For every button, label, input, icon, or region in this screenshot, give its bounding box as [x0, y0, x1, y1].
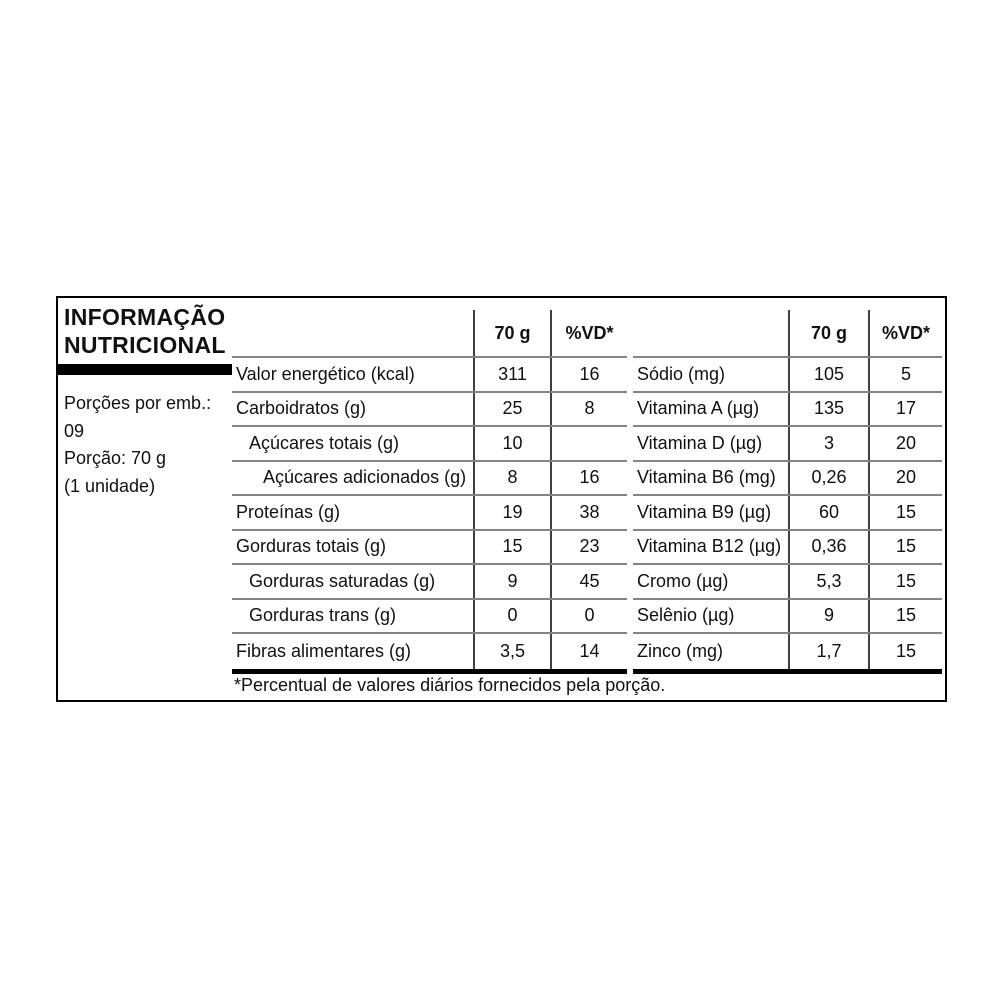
nutrient-amount: 0,26	[788, 461, 868, 494]
table-row: Vitamina B6 (mg) 0,26 20	[633, 461, 942, 496]
nutrient-amount: 311	[473, 358, 550, 391]
nutrient-label: Selênio (µg)	[637, 605, 735, 626]
nutrient-amount: 15	[473, 530, 550, 563]
table-row: Gorduras saturadas (g) 9 45	[232, 565, 627, 600]
nutrient-label: Vitamina B9 (µg)	[637, 501, 772, 522]
nutrient-label: Cromo (µg)	[637, 570, 729, 591]
nutrient-label: Vitamina D (µg)	[637, 432, 763, 453]
nutrient-amount: 135	[788, 392, 868, 425]
nutrient-amount: 1,7	[788, 634, 868, 669]
label-title-line2: NUTRICIONAL	[64, 332, 226, 358]
nutrient-label: Vitamina B12 (µg)	[637, 536, 782, 557]
nutrient-label: Zinco (mg)	[637, 640, 724, 661]
nutrient-dv: 15	[868, 496, 942, 529]
nutrient-label: Valor energético (kcal)	[236, 363, 415, 384]
label-title: INFORMAÇÃO NUTRICIONAL	[64, 303, 226, 359]
table-header: 70 g %VD*	[232, 310, 627, 358]
nutrient-label: Vitamina A (µg)	[637, 398, 760, 419]
table-row: Vitamina D (µg) 3 20	[633, 427, 942, 462]
nutrient-dv: 20	[868, 461, 942, 494]
nutrient-dv: 38	[550, 496, 627, 529]
header-dv: %VD*	[868, 310, 942, 356]
nutrient-label: Gorduras saturadas (g)	[249, 570, 436, 591]
nutrition-label: INFORMAÇÃO NUTRICIONAL Porções por emb.:…	[56, 296, 947, 702]
nutrient-label: Sódio (mg)	[637, 363, 726, 384]
nutrient-dv: 17	[868, 392, 942, 425]
table-row: Selênio (µg) 9 15	[633, 599, 942, 634]
daily-values-footnote: *Percentual de valores diários fornecido…	[234, 675, 666, 695]
nutrient-dv: 0	[550, 599, 627, 632]
table-row: Cromo (µg) 5,3 15	[633, 565, 942, 600]
servings-per-package-value: 09	[64, 420, 85, 441]
table-row: Fibras alimentares (g) 3,5 14	[232, 634, 627, 669]
nutrient-amount: 9	[788, 599, 868, 632]
nutrient-dv: 8	[550, 392, 627, 425]
nutrient-dv: 16	[550, 358, 627, 391]
nutrient-dv: 45	[550, 565, 627, 598]
nutrient-dv: 15	[868, 565, 942, 598]
table-row: Vitamina A (µg) 135 17	[633, 392, 942, 427]
header-spacer	[232, 310, 473, 356]
table-row: Vitamina B9 (µg) 60 15	[633, 496, 942, 531]
nutrients-table-right: 70 g %VD* Sódio (mg) 105 5 Vitamina A (µ…	[633, 310, 942, 674]
nutrient-label: Vitamina B6 (mg)	[637, 467, 776, 488]
table-row: Carboidratos (g) 25 8	[232, 392, 627, 427]
nutrient-amount: 60	[788, 496, 868, 529]
nutrient-dv: 16	[550, 461, 627, 494]
nutrient-label: Fibras alimentares (g)	[236, 640, 412, 661]
portion-unit: (1 unidade)	[64, 475, 156, 496]
table-row: Açúcares totais (g) 10	[232, 427, 627, 462]
table-row: Valor energético (kcal) 311 16	[232, 358, 627, 393]
nutrient-label: Carboidratos (g)	[236, 398, 367, 419]
nutrient-dv: 15	[868, 599, 942, 632]
nutrient-label: Proteínas (g)	[236, 501, 341, 522]
table-row: Sódio (mg) 105 5	[633, 358, 942, 393]
header-dv: %VD*	[550, 310, 627, 356]
nutrient-amount: 0	[473, 599, 550, 632]
header-amount: 70 g	[788, 310, 868, 356]
table-row: Proteínas (g) 19 38	[232, 496, 627, 531]
nutrient-amount: 9	[473, 565, 550, 598]
table-row: Vitamina B12 (µg) 0,36 15	[633, 530, 942, 565]
nutrient-dv: 23	[550, 530, 627, 563]
portion-size: Porção: 70 g	[64, 448, 167, 468]
nutrient-dv: 15	[868, 634, 942, 669]
label-title-line1: INFORMAÇÃO	[64, 304, 226, 330]
nutrient-amount: 5,3	[788, 565, 868, 598]
table-row: Açúcares adicionados (g) 8 16	[232, 461, 627, 496]
title-underline-bar	[58, 364, 232, 375]
nutrient-amount: 10	[473, 427, 550, 460]
servings-per-package-label: Porções por emb.:	[64, 393, 212, 413]
table-row: Zinco (mg) 1,7 15	[633, 634, 942, 669]
nutrient-dv: 20	[868, 427, 942, 460]
table-header: 70 g %VD*	[633, 310, 942, 358]
nutrient-dv: 5	[868, 358, 942, 391]
nutrient-amount: 105	[788, 358, 868, 391]
nutrient-amount: 0,36	[788, 530, 868, 563]
nutrient-label: Açúcares adicionados (g)	[263, 467, 467, 488]
table-row: Gorduras trans (g) 0 0	[232, 599, 627, 634]
nutrient-label: Açúcares totais (g)	[249, 432, 400, 453]
nutrient-amount: 3	[788, 427, 868, 460]
nutrient-amount: 8	[473, 461, 550, 494]
nutrient-label: Gorduras trans (g)	[249, 605, 397, 626]
header-amount: 70 g	[473, 310, 550, 356]
serving-info: Porções por emb.: 09 Porção: 70 g (1 uni…	[64, 390, 211, 500]
nutrient-label: Gorduras totais (g)	[236, 536, 387, 557]
nutrient-dv: 14	[550, 634, 627, 669]
table-row: Gorduras totais (g) 15 23	[232, 530, 627, 565]
nutrient-dv: 15	[868, 530, 942, 563]
nutrient-amount: 3,5	[473, 634, 550, 669]
nutrient-amount: 25	[473, 392, 550, 425]
nutrients-table-left: 70 g %VD* Valor energético (kcal) 311 16…	[232, 310, 627, 674]
header-spacer	[633, 310, 788, 356]
nutrient-amount: 19	[473, 496, 550, 529]
nutrient-dv	[550, 427, 627, 460]
